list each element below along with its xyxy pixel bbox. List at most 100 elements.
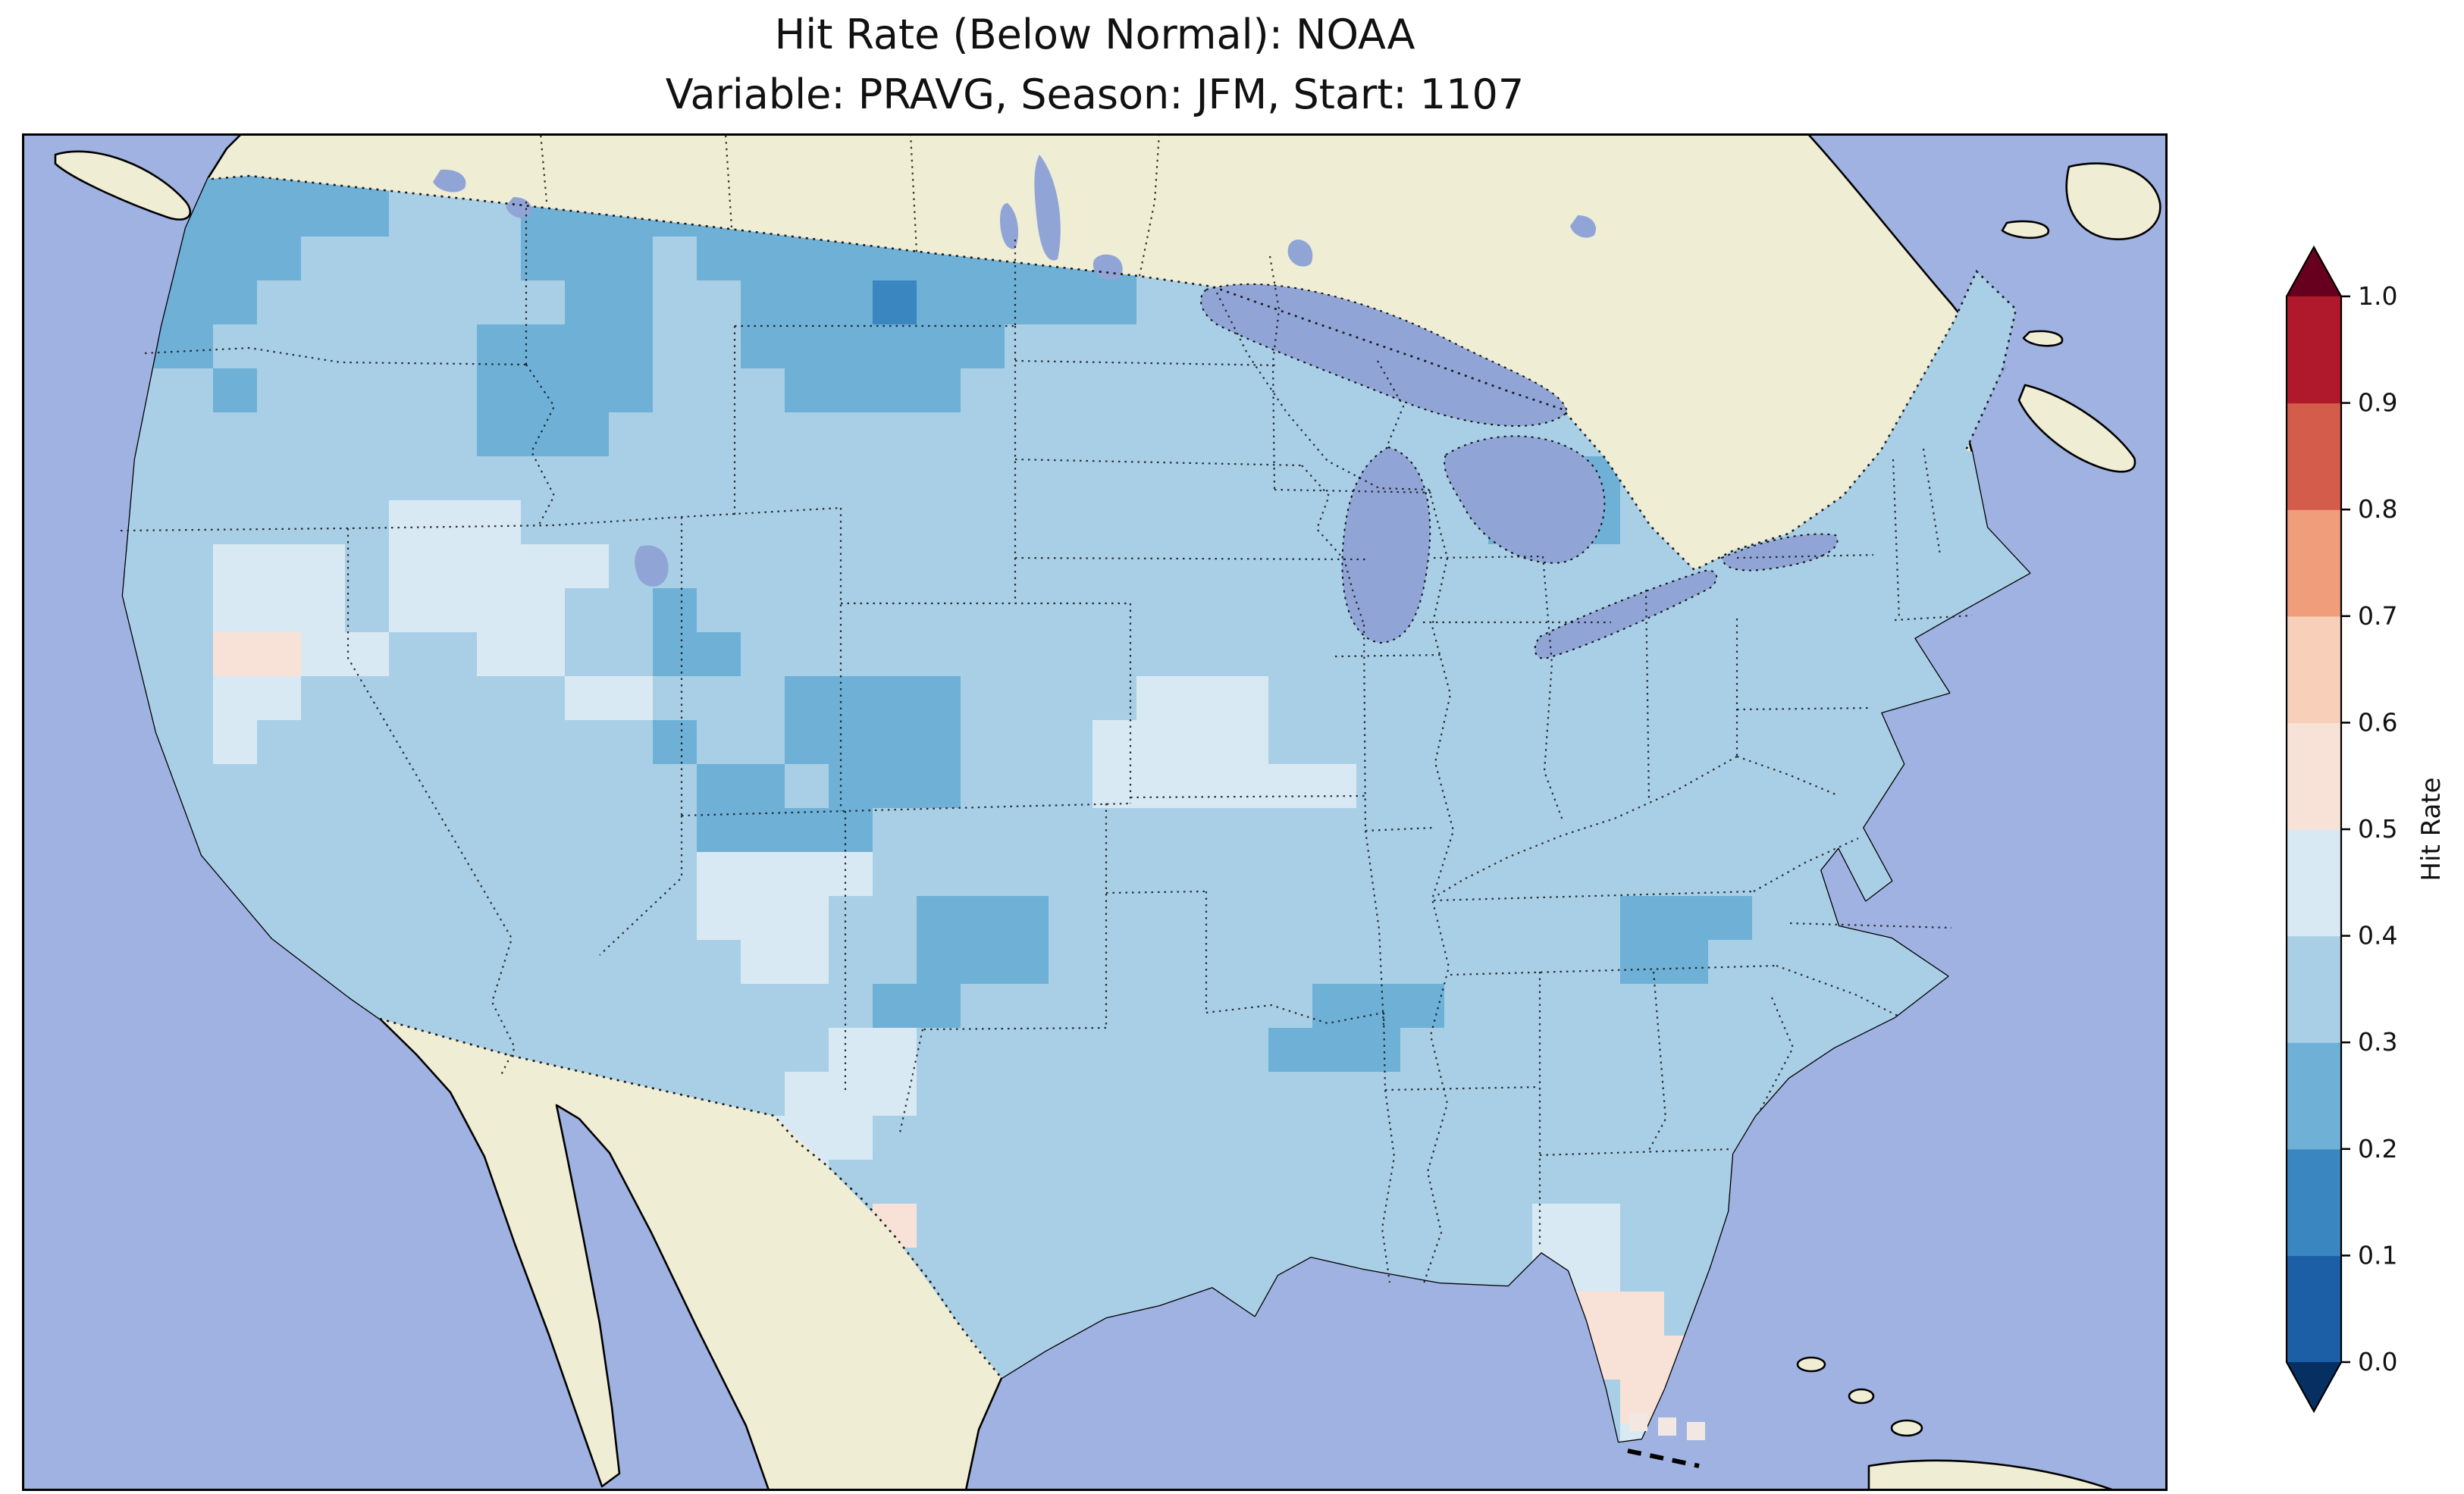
grid-cell — [1840, 984, 1885, 1029]
grid-cell — [653, 896, 698, 941]
grid-cell — [1444, 588, 1489, 633]
grid-cell — [961, 588, 1005, 633]
grid-cell — [1620, 1028, 1665, 1073]
lake-erie — [1534, 569, 1718, 659]
grid-cell — [1620, 764, 1665, 809]
grid-cell — [961, 280, 1005, 325]
grid-cell — [565, 808, 610, 853]
grid-cell — [741, 280, 785, 325]
grid-cell — [1620, 1292, 1665, 1336]
grid-cell — [741, 676, 785, 721]
grid-cell — [1049, 588, 1093, 633]
grid-cell — [301, 544, 346, 589]
grid-cell — [301, 456, 346, 501]
grid-cell — [1049, 852, 1093, 897]
grid-cell — [1092, 1072, 1137, 1117]
grid-cell — [697, 632, 741, 677]
grid-cell — [741, 852, 785, 897]
grid-cell — [389, 500, 434, 545]
grid-cell — [961, 1116, 1005, 1160]
grid-cell — [1312, 412, 1357, 457]
grid-cell — [785, 720, 829, 765]
grid-cell — [565, 456, 610, 501]
grid-cell — [301, 588, 346, 633]
grid-cell — [477, 676, 522, 721]
grid-cell — [1136, 808, 1181, 853]
grid-cell — [1488, 984, 1533, 1029]
grid-cell — [301, 764, 346, 809]
grid-cell — [565, 896, 610, 941]
grid-cell — [345, 852, 390, 897]
qc-lake — [1570, 215, 1596, 238]
grid-cell — [1752, 676, 1797, 721]
grid-cell — [609, 676, 654, 721]
grid-cell — [1049, 368, 1093, 413]
grid-cell — [1884, 588, 1929, 633]
grid-cell — [697, 940, 741, 985]
grid-cell — [1400, 1028, 1445, 1073]
grid-cell — [1708, 720, 1753, 765]
grid-cell — [1092, 984, 1137, 1029]
grid-cell — [565, 720, 610, 765]
grid-cell — [961, 632, 1005, 677]
grid-cell — [1444, 544, 1489, 589]
grid-cell — [1268, 1028, 1313, 1073]
colorbar-under-arrow — [2287, 1362, 2341, 1411]
grid-cell — [1444, 1028, 1489, 1073]
grid-cell — [653, 852, 698, 897]
grid-cell — [1532, 1204, 1577, 1248]
grid-cell — [1005, 456, 1049, 501]
grid-cell — [653, 984, 698, 1029]
grid-cell — [257, 808, 302, 853]
grid-cell — [1180, 412, 1225, 457]
grid-cell — [1268, 544, 1313, 589]
grid-cell — [301, 368, 346, 413]
grid-cell — [1136, 500, 1181, 545]
grid-cell — [433, 588, 478, 633]
grid-cell — [521, 544, 566, 589]
bahamas-island-3 — [1890, 1419, 1923, 1437]
grid-cell — [697, 588, 741, 633]
grid-cell — [829, 368, 873, 413]
grid-cell — [609, 324, 654, 369]
grid-cell — [961, 1028, 1005, 1073]
grid-cell — [1444, 808, 1489, 853]
grid-cell — [1708, 808, 1753, 853]
grid-cell — [1092, 1028, 1137, 1073]
grid-cell — [829, 1072, 873, 1117]
grid-cell — [1268, 632, 1313, 677]
grid-cell — [565, 236, 610, 281]
grid-cell — [785, 632, 829, 677]
grid-cell — [917, 1028, 961, 1073]
grid-cell — [1180, 764, 1225, 809]
grid-cell — [609, 940, 654, 985]
grid-cell — [213, 676, 258, 721]
grid-cell — [697, 280, 741, 325]
grid-cell — [1752, 632, 1797, 677]
grid-cell — [1005, 280, 1049, 325]
grid-cell — [565, 764, 610, 809]
grid-cell — [1049, 896, 1093, 941]
lake-manitoba — [1000, 203, 1019, 249]
grid-cell — [741, 544, 785, 589]
grid-cell — [741, 632, 785, 677]
grid-cell — [961, 456, 1005, 501]
grid-cell — [1224, 1204, 1269, 1248]
grid-cell — [389, 896, 434, 941]
grid-cell — [477, 412, 522, 457]
grid-cell — [1049, 676, 1093, 721]
grid-cell — [1180, 1072, 1225, 1117]
grid-cell — [1268, 676, 1313, 721]
grid-cell — [389, 720, 434, 765]
grid-cell — [433, 236, 478, 281]
grid-cell — [1488, 896, 1533, 941]
grid-cell — [1049, 940, 1093, 985]
grid-cell — [1005, 852, 1049, 897]
grid-cell — [1620, 1336, 1665, 1380]
grid-cell — [1972, 544, 2017, 589]
grid-cell — [609, 236, 654, 281]
grid-cell — [1092, 1248, 1137, 1292]
grid-cell — [1268, 720, 1313, 765]
grid-cell — [873, 1160, 917, 1204]
